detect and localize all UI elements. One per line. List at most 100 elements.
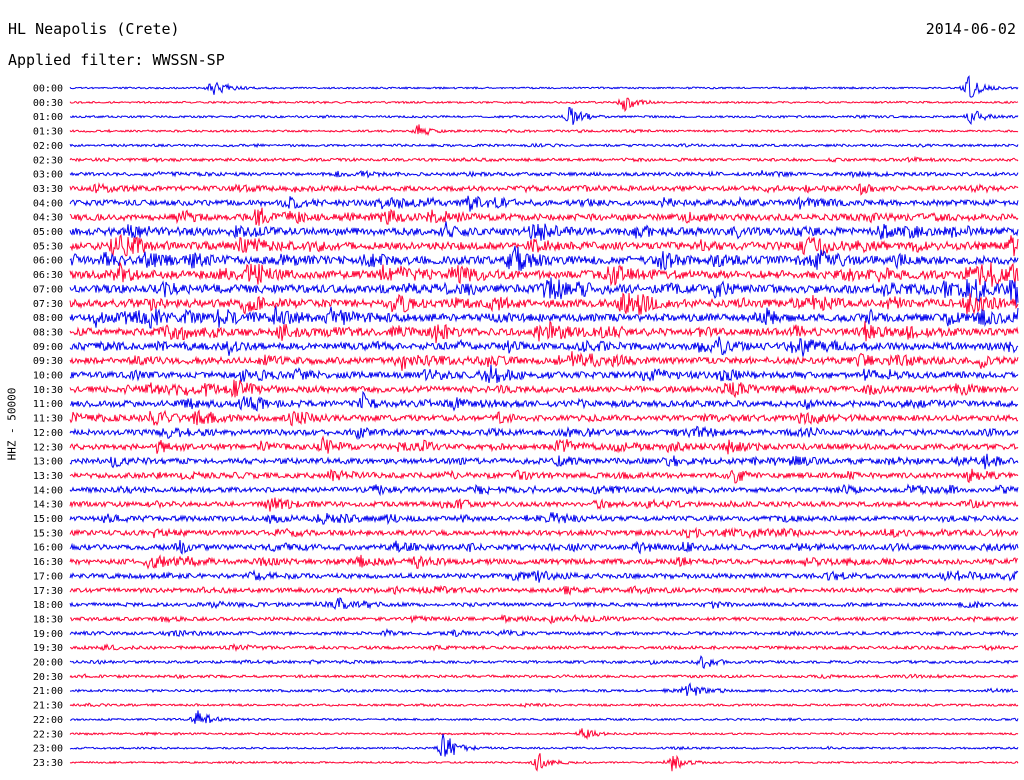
seismic-trace [69,142,1019,149]
seismic-trace [69,497,1019,512]
seismic-trace [69,320,1019,344]
trace-time-label: 04:00 [33,198,63,209]
seismic-trace [69,75,1019,98]
seismic-trace [69,673,1019,680]
trace-time-label: 20:00 [33,658,63,669]
date-label: 2014-06-02 [925,20,1016,38]
trace-time-label: 09:30 [33,356,63,367]
seismic-trace [69,753,1019,772]
trace-time-label: 14:00 [33,485,63,496]
trace-time-label: 23:00 [33,744,63,755]
trace-time-label: 12:00 [33,428,63,439]
seismic-trace [69,710,1019,724]
seismic-trace [69,292,1019,315]
trace-time-label: 17:30 [33,586,63,597]
trace-time-label: 15:00 [33,514,63,525]
trace-time-label: 02:00 [33,141,63,152]
trace-time-label: 11:30 [33,414,63,425]
seismic-trace [69,435,1019,455]
seismic-trace [69,221,1019,241]
seismic-trace [69,409,1019,427]
trace-time-label: 19:00 [33,629,63,640]
trace-time-label: 08:00 [33,313,63,324]
seismic-trace [69,155,1019,164]
seismic-trace [69,351,1019,371]
seismic-trace [69,468,1019,484]
seismic-trace [69,124,1019,136]
trace-time-label: 21:00 [33,686,63,697]
trace-time-label: 22:00 [33,715,63,726]
seismic-trace [69,379,1019,399]
seismic-trace [69,526,1019,540]
trace-time-label: 07:00 [33,284,63,295]
trace-time-label: 01:30 [33,127,63,138]
seismic-trace [69,453,1019,470]
seismic-trace [69,655,1019,670]
trace-time-label: 02:30 [33,155,63,166]
trace-time-label: 01:00 [33,112,63,123]
trace-time-label: 21:30 [33,701,63,712]
seismic-trace [69,682,1018,697]
trace-time-label: 13:00 [33,457,63,468]
seismic-trace [69,207,1019,226]
trace-time-label: 10:00 [33,371,63,382]
seismic-trace [69,107,1019,126]
station-title: HL Neapolis (Crete) [8,20,180,38]
trace-time-label: 16:30 [33,557,63,568]
trace-time-label: 03:00 [33,170,63,181]
seismic-trace [69,584,1019,596]
trace-time-label: 03:30 [33,184,63,195]
seismic-trace [69,233,1019,257]
seismic-trace [69,390,1019,412]
trace-time-label: 14:30 [33,500,63,511]
trace-time-label: 06:30 [33,270,63,281]
trace-time-label: 06:00 [33,256,63,267]
seismic-trace [69,569,1019,583]
seismic-trace [69,613,1019,625]
seismic-trace [69,597,1019,610]
trace-time-label: 04:30 [33,213,63,224]
trace-time-label: 05:30 [33,241,63,252]
trace-time-label: 23:30 [33,758,63,769]
seismic-trace [69,702,1019,709]
seismic-trace [69,425,1019,441]
seismic-trace [69,336,1019,357]
filter-label: Applied filter: WWSSN-SP [8,51,225,69]
trace-time-label: 17:00 [33,571,63,582]
seismic-trace [69,182,1019,196]
trace-time-label: 00:30 [33,98,63,109]
seismic-trace [69,642,1019,653]
trace-time-label: 08:30 [33,327,63,338]
trace-time-label: 07:30 [33,299,63,310]
trace-time-label: 10:30 [33,385,63,396]
trace-time-label: 18:00 [33,600,63,611]
seismic-trace [69,628,1019,638]
trace-time-label: 20:30 [33,672,63,683]
seismic-trace [69,305,1019,329]
trace-time-label: 12:30 [33,442,63,453]
trace-time-label: 22:30 [33,729,63,740]
trace-time-label: 13:30 [33,471,63,482]
seismic-trace [69,728,1019,740]
trace-time-label: 18:30 [33,614,63,625]
seismic-trace [69,262,1019,287]
seismic-trace [69,483,1019,497]
seismic-trace [69,245,1019,271]
trace-time-label: 09:00 [33,342,63,353]
trace-time-label: 15:30 [33,528,63,539]
trace-time-label: 19:30 [33,643,63,654]
seismic-trace [69,554,1019,570]
seismic-trace [69,364,1019,384]
trace-time-label: 00:00 [33,84,63,95]
seismic-trace [69,539,1019,555]
seismic-trace [69,733,1019,757]
seismic-trace [69,277,1019,307]
trace-time-label: 05:00 [33,227,63,238]
seismic-trace [69,97,1019,113]
seismic-trace [69,195,1019,212]
trace-time-label: 11:00 [33,399,63,410]
seismic-trace [69,512,1019,526]
seismic-trace [69,169,1019,179]
trace-time-label: 16:00 [33,543,63,554]
